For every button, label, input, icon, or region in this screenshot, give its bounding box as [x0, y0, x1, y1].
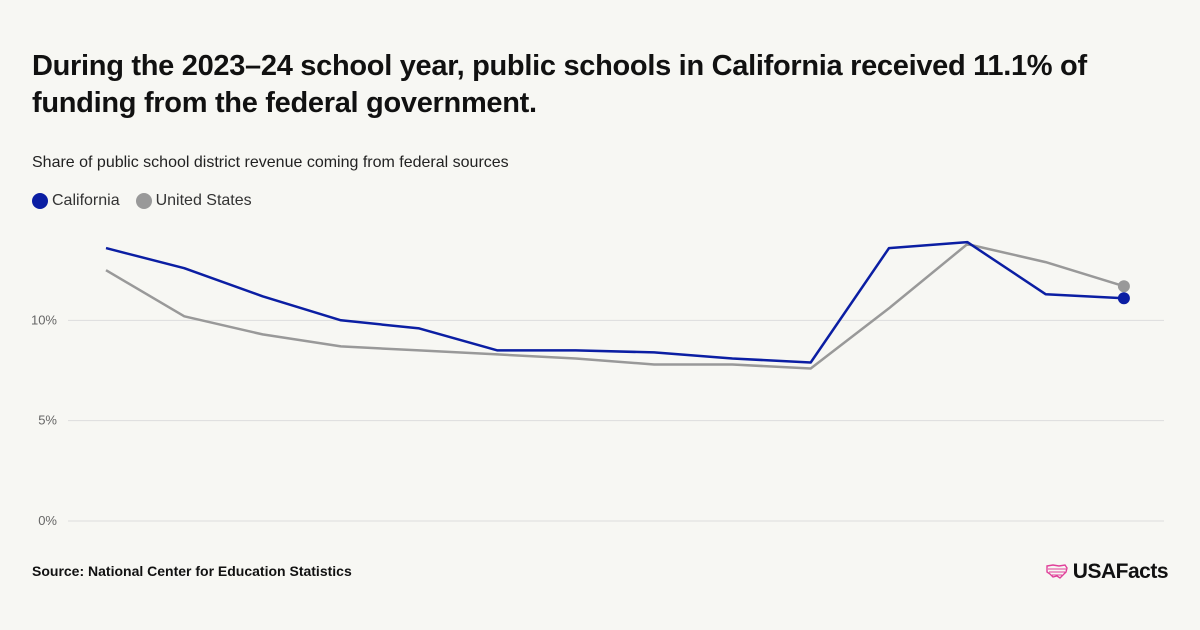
- legend-label-united-states: United States: [155, 192, 252, 209]
- legend: California United States: [32, 192, 268, 210]
- legend-swatch-united-states: [135, 193, 152, 209]
- series-line-united-states: [105, 242, 1125, 370]
- source-note: Source: National Center for Education St…: [32, 563, 352, 579]
- legend-label-california: California: [52, 192, 120, 209]
- series-line-california: [105, 240, 1124, 364]
- endpoint-united-states: [1117, 280, 1130, 293]
- chart-subtitle: Share of public school district revenue …: [32, 154, 509, 171]
- brand-name: USAFacts: [1072, 560, 1169, 583]
- y-tick-label: 10%: [31, 312, 57, 327]
- usafacts-logo: USAFacts: [1045, 560, 1169, 584]
- usa-map-icon: [1046, 564, 1068, 579]
- y-tick-label: 0%: [38, 513, 57, 528]
- legend-item-california: California: [32, 192, 120, 210]
- chart-title: During the 2023–24 school year, public s…: [32, 50, 1087, 119]
- endpoint-california: [1117, 292, 1130, 305]
- y-tick-label: 5%: [38, 413, 57, 428]
- legend-item-united-states: United States: [135, 192, 252, 210]
- legend-swatch-california: [32, 193, 48, 209]
